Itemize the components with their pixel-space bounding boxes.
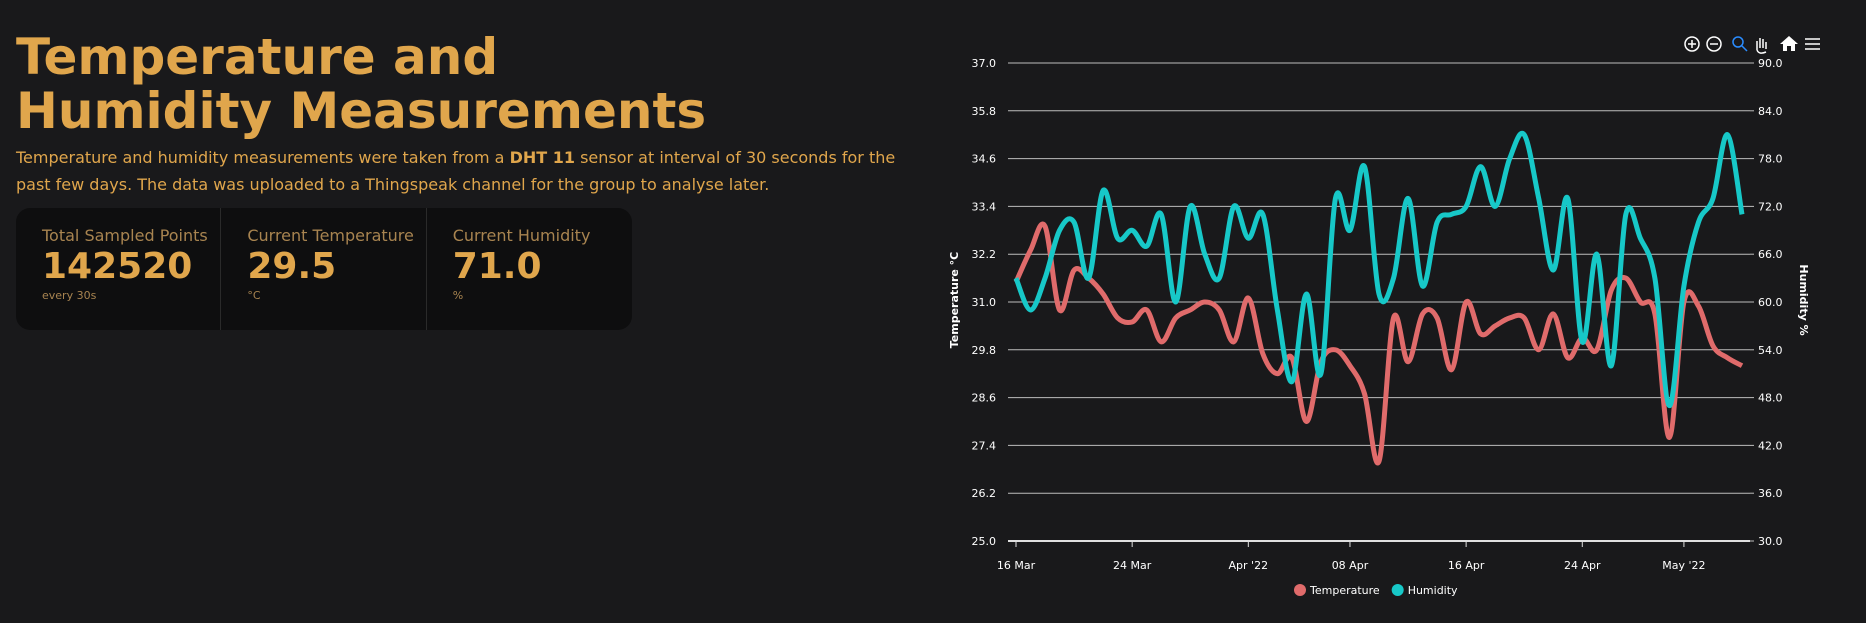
y2-tick-label: 30.0: [1758, 535, 1783, 548]
y2-tick-label: 72.0: [1758, 200, 1783, 213]
zoom-in-button[interactable]: [1684, 36, 1700, 52]
y-tick-label: 32.2: [972, 248, 997, 261]
stat-unit: every 30s: [42, 289, 97, 302]
toolbar: [1684, 36, 1820, 54]
y-tick-label: 27.4: [972, 439, 997, 452]
stat-card: Total Sampled Points 142520 every 30s: [16, 208, 222, 330]
x-tick-label: 16 Mar: [997, 559, 1036, 572]
y-tick-label: 29.8: [972, 344, 997, 357]
stat-unit: %: [452, 289, 464, 302]
y-tick-label: 26.2: [972, 487, 997, 500]
stat-value: 142520: [42, 246, 193, 287]
x-tick-label: 16 Apr: [1448, 559, 1485, 572]
stat-card: Current Temperature 29.5 °C: [221, 208, 427, 330]
y-tick-label: 33.4: [972, 200, 997, 213]
header: Temperature and Humidity Measurements Te…: [16, 28, 916, 330]
stat-value: 71.0: [452, 246, 542, 287]
y-tick-label: 28.6: [972, 392, 997, 405]
y2-tick-label: 78.0: [1758, 153, 1783, 166]
y2-tick-label: 36.0: [1758, 487, 1783, 500]
y2-tick-label: 42.0: [1758, 439, 1783, 452]
y2-tick-label: 90.0: [1758, 57, 1783, 70]
stat-card: Current Humidity 71.0%: [427, 208, 632, 330]
y-tick-label: 25.0: [972, 535, 997, 548]
x-tick-label: 08 Apr: [1332, 559, 1369, 572]
x-tick-label: May '22: [1662, 559, 1705, 572]
stat-label: Total Sampled Points: [42, 226, 208, 245]
page-title: Temperature and Humidity Measurements: [16, 28, 707, 140]
stat-value: 29.5: [247, 246, 337, 287]
y2-axis-title: Humidity %: [1797, 264, 1810, 335]
sensor-name: DHT 11: [509, 148, 575, 167]
legend-label: Humidity: [1408, 584, 1458, 597]
y-tick-label: 31.0: [972, 296, 997, 309]
stat-cards: Total Sampled Points 142520 every 30s Curr…: [16, 208, 632, 330]
description-text: Temperature and humidity measurements we…: [16, 148, 510, 167]
x-tick-label: 24 Mar: [1113, 559, 1152, 572]
stat-label: Current Temperature: [247, 226, 414, 245]
zoom-select-button[interactable]: [1732, 36, 1748, 52]
data-line: [1013, 130, 1745, 409]
data-line: [1013, 221, 1744, 466]
y-tick-label: 34.6: [972, 153, 997, 166]
stat-unit: °C: [247, 289, 261, 302]
y-tick-label: 35.8: [972, 105, 997, 118]
menu-button[interactable]: [1805, 38, 1820, 50]
description-text: sensor at interval of 30 seconds for the…: [16, 148, 896, 194]
y2-tick-label: 60.0: [1758, 296, 1783, 309]
x-tick-label: 24 Apr: [1564, 559, 1601, 572]
x-tick-label: Apr '22: [1229, 559, 1269, 572]
reset-button[interactable]: [1780, 36, 1798, 51]
y2-tick-label: 66.0: [1758, 248, 1783, 261]
legend-label: Temperature: [1309, 584, 1380, 597]
legend-marker: [1391, 584, 1404, 596]
pan-button[interactable]: [1756, 38, 1767, 54]
description: Temperature and humidity measurements we…: [16, 144, 916, 198]
y2-tick-label: 48.0: [1758, 392, 1783, 405]
legend-marker: [1294, 584, 1306, 596]
zoom-out-button[interactable]: [1706, 36, 1722, 52]
y-tick-label: 37.0: [972, 57, 997, 70]
y2-tick-label: 54.0: [1758, 344, 1783, 357]
stat-label: Current Humidity: [452, 226, 591, 245]
y2-tick-label: 84.0: [1758, 105, 1783, 118]
y-axis-title: Temperature °C: [948, 252, 961, 349]
